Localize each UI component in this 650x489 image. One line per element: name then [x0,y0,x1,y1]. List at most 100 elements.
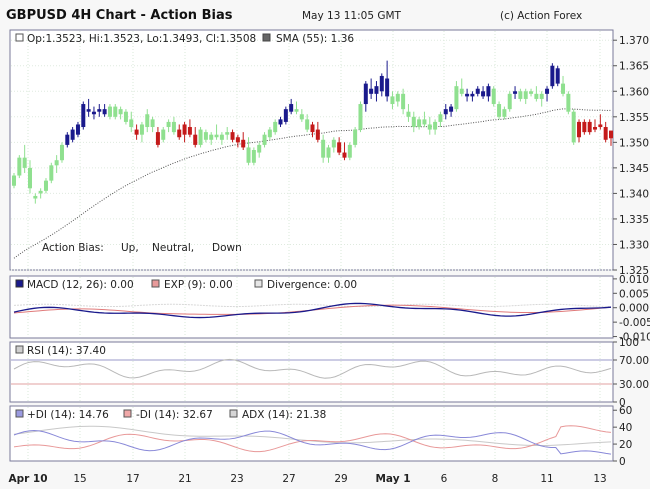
adx-label: ADX (14): 21.38 [242,409,326,421]
macd-y-tick: 0.000 [619,303,649,315]
x-tick-label: 15 [73,473,86,485]
dmi-y-tick: 20 [619,439,632,451]
price-bar [374,81,379,102]
price-bar [475,86,480,97]
price-y-tick: 1.340 [619,188,649,200]
price-bar [230,129,235,143]
macd-swatch [15,279,24,288]
plus-di-label: +DI (14): 14.76 [27,409,109,421]
price-bar [459,78,464,97]
price-bar [155,127,160,148]
price-bar [241,132,246,150]
price-bar [38,188,43,199]
divergence-line [13,303,612,308]
price-bar [486,83,491,102]
dmi-panel [9,405,614,462]
price-bar [70,127,75,143]
price-y-tick: 1.345 [619,163,649,175]
price-bar [449,104,454,117]
price-bar [59,142,64,163]
price-bar [555,65,560,87]
price-bar [577,119,582,143]
price-bar [166,119,171,133]
price-bar [438,111,443,128]
exp-label: EXP (9): 0.00 [164,279,233,291]
price-bar [81,101,86,130]
grid [11,31,612,460]
price-bar [17,155,22,179]
price-bar [502,106,507,120]
dmi-y-tick: 40 [619,422,632,434]
price-bar [545,86,550,102]
price-bar [299,109,304,122]
price-bar [411,111,416,133]
macd-label: MACD (12, 26): 0.00 [27,279,134,291]
price-bars [12,60,613,204]
price-bar [422,111,427,128]
price-bar [91,106,96,120]
price-bar [113,104,118,120]
price-bar [193,127,198,148]
x-tick-label: 21 [178,473,191,485]
price-bar [417,116,422,130]
chart-copyright: (c) Action Forex [500,10,582,22]
price-bar [219,132,224,145]
price-panel [9,29,614,271]
chart-timestamp: May 13 11:05 GMT [302,10,402,22]
price-bar [331,137,336,153]
rsi-y-tick: 0 [619,397,626,409]
price-bar [342,142,347,161]
rsi-label: RSI (14): 37.40 [27,345,106,357]
minus-di-label: -DI (14): 32.67 [136,409,213,421]
price-bar [593,119,598,133]
price-bar [390,91,395,110]
macd-lines [13,302,612,319]
price-bar [491,86,496,107]
price-bar [587,119,592,135]
price-bar [225,127,230,140]
price-bar [337,137,342,156]
macd-y-tick: 0.005 [619,288,649,300]
price-bar [358,101,363,133]
sma-swatch [262,33,271,42]
price-bar [507,91,512,112]
price-bar [470,91,475,102]
macd-line [13,302,612,319]
price-y-tick: 1.370 [619,35,649,47]
price-bar [75,121,80,138]
chart-title: GBPUSD 4H Chart - Action Bias [6,8,233,23]
price-bar [123,109,128,125]
price-bar [86,98,91,117]
price-bar [262,132,267,148]
price-bar [481,86,486,99]
price-bar [150,116,155,133]
divergence-label: Divergence: 0.00 [267,279,357,291]
price-bar [246,137,251,166]
price-bar [22,144,27,173]
price-bar [97,104,102,117]
price-bar [209,132,214,145]
price-bar [289,98,294,115]
price-bar [534,86,539,102]
price-bar [465,88,470,102]
exp-swatch [151,279,160,288]
price-bar [566,91,571,115]
price-bar [177,124,182,140]
price-y-tick: 1.330 [619,239,649,251]
x-tick-label: 17 [126,473,139,485]
x-tick-label: 27 [282,473,295,485]
price-bar [379,73,384,97]
price-y-tick: 1.325 [619,265,649,277]
plus-di-swatch [15,409,24,418]
price-bar [134,124,139,140]
x-tick-label: 29 [334,473,347,485]
price-bar [603,121,608,143]
price-bar [315,121,320,143]
rsi-panel [9,341,614,403]
price-bar [347,142,352,161]
price-bar [454,81,459,112]
price-bar [385,60,390,102]
price-bar [65,132,70,148]
x-tick-label: 11 [540,473,553,485]
action-bias-label: Action Bias: [42,242,104,254]
